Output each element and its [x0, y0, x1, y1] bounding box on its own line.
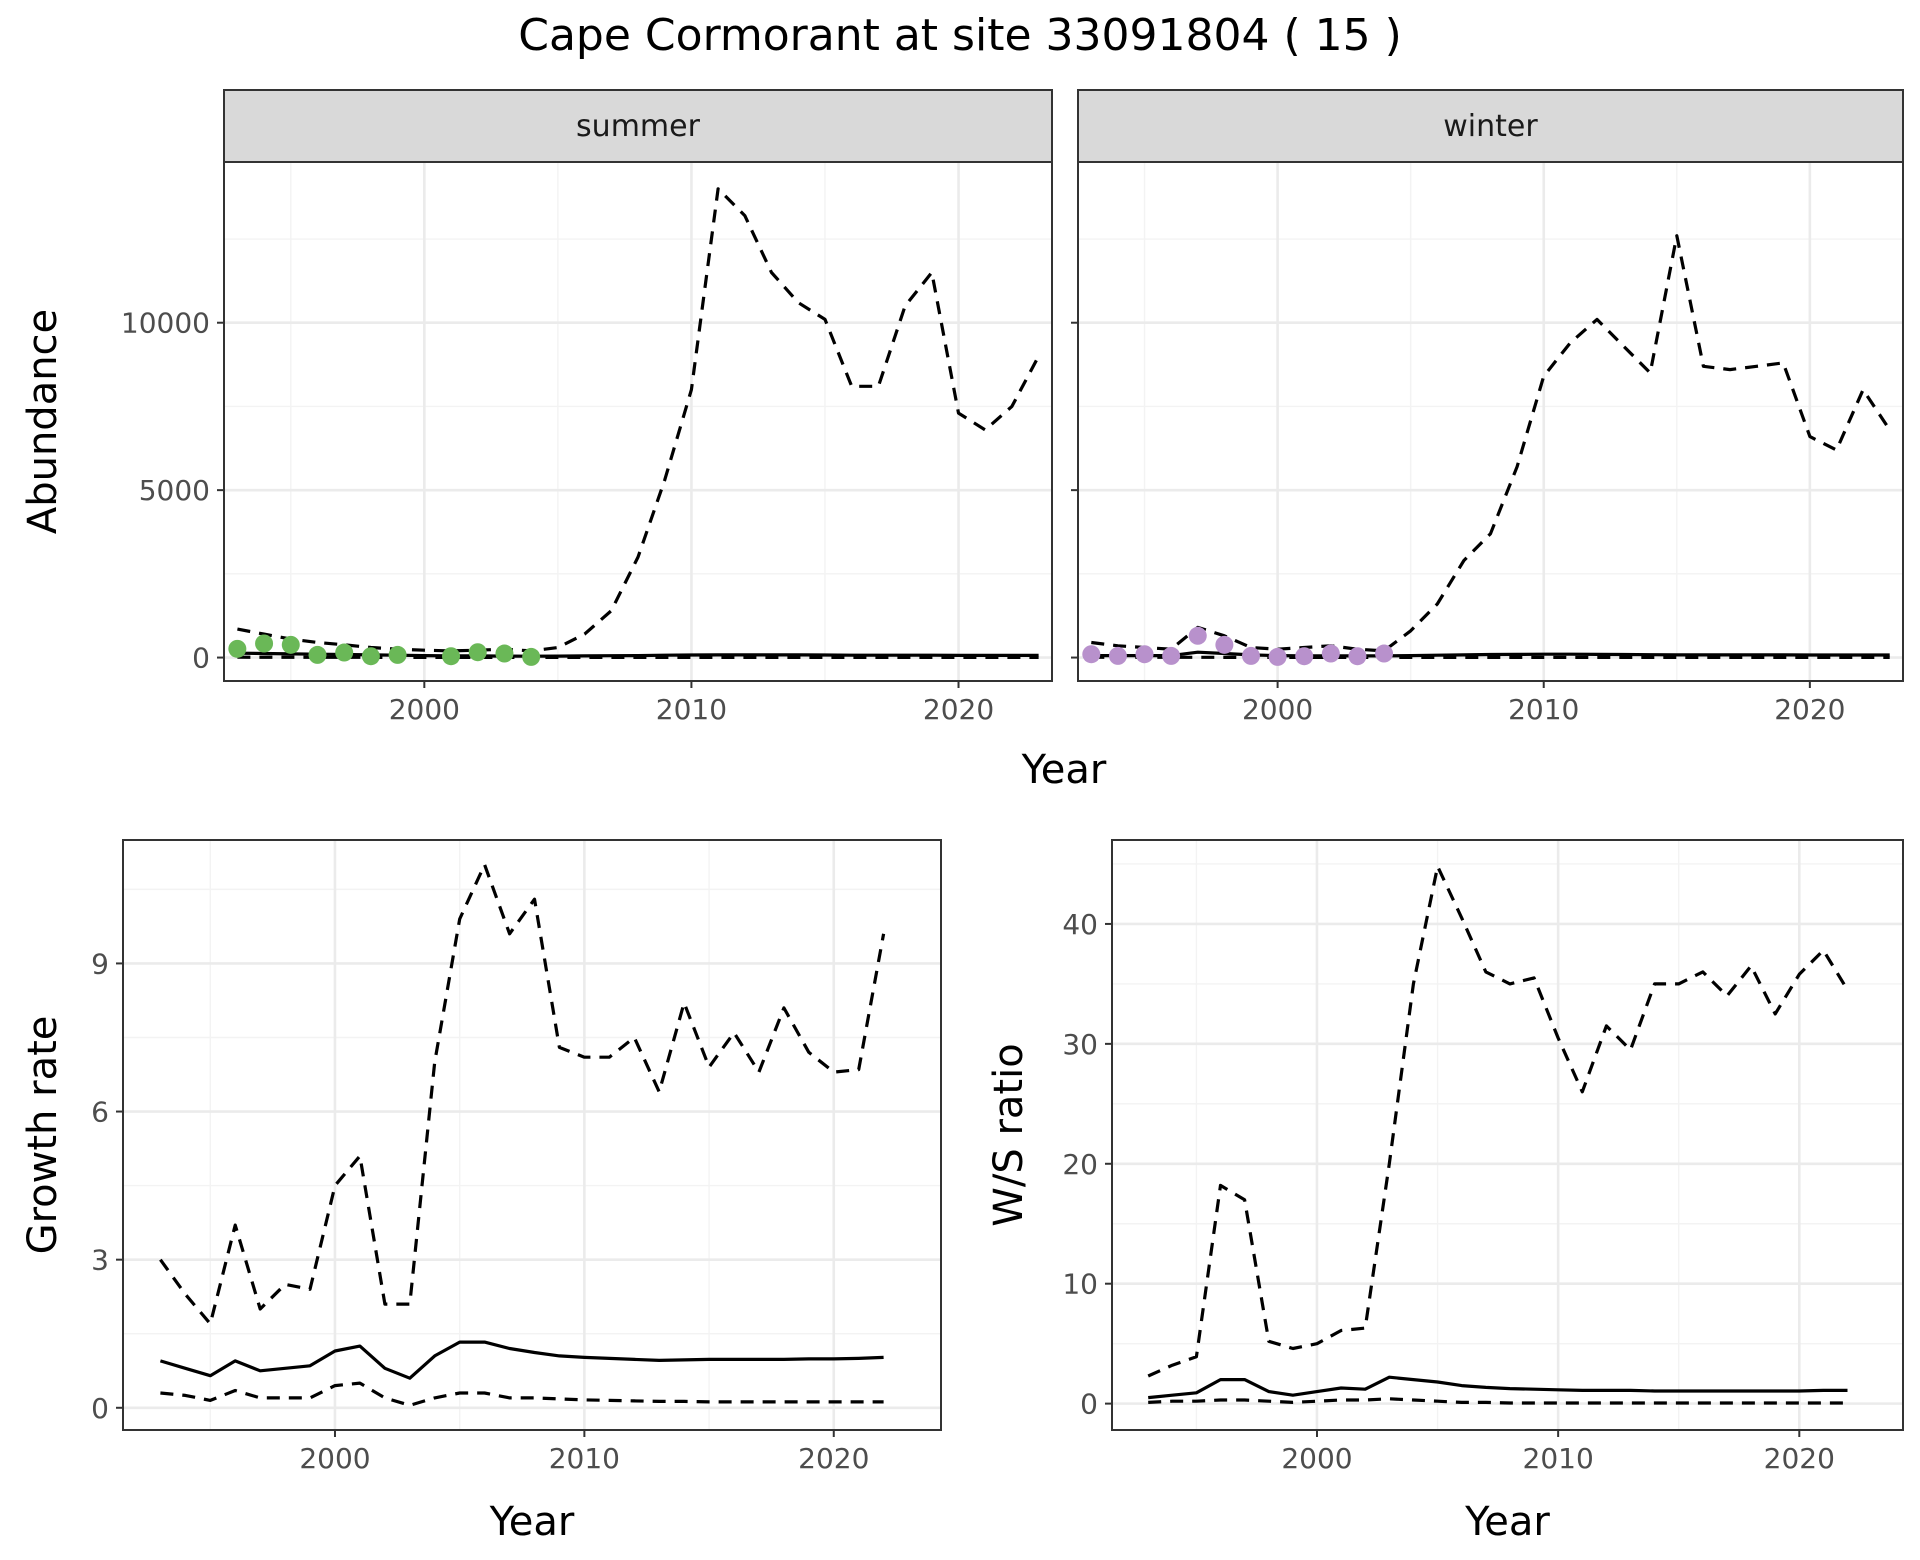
y-tick-label: 6 — [91, 1096, 109, 1129]
series-line-estimate — [1091, 650, 1890, 658]
observed-points — [1082, 626, 1394, 666]
data-point — [255, 634, 274, 653]
grid — [123, 840, 941, 1430]
series-lines — [159, 863, 886, 1407]
panel-summer-abundance: summer 2000 2010 2020 0 5000 10000 Abundance — [20, 89, 1053, 726]
y-tick-label: 0 — [1080, 1388, 1098, 1421]
series-lines — [237, 187, 1041, 659]
y-axis-title: Growth rate — [20, 1016, 66, 1255]
series-line-estimate — [1148, 1375, 1848, 1400]
panel-border — [1111, 839, 1904, 1431]
grid — [1112, 840, 1903, 1430]
y-tick-label: 10 — [1062, 1268, 1098, 1301]
panel-border — [223, 161, 1053, 682]
x-tick-label: 2010 — [656, 693, 727, 726]
series-line-bound — [1148, 1397, 1848, 1405]
x-tick-label: 2000 — [1281, 1442, 1352, 1475]
y-tick-label: 9 — [91, 947, 109, 980]
data-point — [1348, 647, 1367, 666]
data-point — [1295, 647, 1314, 666]
panel-growth-rate: 2000 2010 2020 0 3 6 9 Growth rate Year — [20, 839, 942, 1545]
y-tick-label: 0 — [192, 642, 210, 675]
data-point — [361, 647, 380, 666]
x-tick-label: 2010 — [549, 1442, 620, 1475]
data-point — [442, 647, 461, 666]
series-line-bound — [159, 863, 886, 1326]
x-tick-label: 2010 — [1508, 693, 1579, 726]
x-axis-title: Year — [489, 1499, 575, 1545]
data-point — [1268, 647, 1287, 666]
data-point — [335, 643, 354, 662]
y-tick-label: 3 — [91, 1244, 109, 1277]
series-line-bound — [1091, 234, 1892, 653]
data-point — [522, 647, 541, 666]
y-tick-label: 10000 — [121, 307, 210, 340]
series-lines — [1091, 234, 1892, 659]
data-point — [1162, 646, 1181, 665]
x-tick-label: 2020 — [1774, 693, 1845, 726]
data-point — [495, 644, 514, 663]
grid — [224, 162, 1052, 681]
facet-strip — [223, 89, 1053, 163]
data-point — [1375, 644, 1394, 663]
x-tick-label: 2000 — [389, 693, 460, 726]
data-point — [281, 635, 300, 654]
data-point — [1108, 646, 1127, 665]
data-point — [308, 645, 327, 664]
x-tick-label: 2000 — [299, 1442, 370, 1475]
figure-title: Cape Cormorant at site 33091804 ( 15 ) — [518, 10, 1401, 61]
y-tick-label: 20 — [1062, 1148, 1098, 1181]
observed-points — [228, 634, 541, 666]
data-point — [1082, 645, 1101, 664]
data-point — [1241, 646, 1260, 665]
x-tick-label: 2010 — [1523, 1442, 1594, 1475]
facet-strip-label: winter — [1443, 109, 1538, 144]
series-line-estimate — [159, 1340, 884, 1380]
y-axis-title: Abundance — [20, 309, 66, 534]
y-tick-label: 0 — [91, 1392, 109, 1425]
panel-border — [122, 839, 942, 1431]
data-point — [1135, 645, 1154, 664]
facet-strip — [1077, 89, 1904, 163]
series-line-bound — [237, 187, 1041, 653]
panel-winter-abundance: winter 2000 2010 2020 — [1071, 89, 1904, 726]
facet-strip-label: summer — [576, 109, 701, 144]
series-lines — [1147, 864, 1849, 1405]
x-tick-label: 2000 — [1242, 693, 1313, 726]
data-point — [228, 639, 247, 658]
data-point — [1321, 644, 1340, 663]
y-tick-label: 30 — [1062, 1028, 1098, 1061]
data-point — [1188, 626, 1207, 645]
x-tick-label: 2020 — [798, 1442, 869, 1475]
y-tick-label: 5000 — [139, 474, 210, 507]
data-point — [388, 645, 407, 664]
x-tick-label: 2020 — [923, 693, 994, 726]
x-tick-label: 2020 — [1764, 1442, 1835, 1475]
grid — [1078, 162, 1903, 681]
data-point — [1215, 635, 1234, 654]
shared-x-axis-title: Year — [1021, 747, 1107, 793]
panel-ws-ratio: 2000 2010 2020 0 10 20 30 40 W/S ratio Year — [986, 839, 1904, 1545]
panel-border — [1077, 161, 1904, 682]
data-point — [468, 643, 487, 662]
series-line-bound — [1147, 864, 1849, 1378]
series-line-bound — [160, 1381, 884, 1407]
y-axis-title: W/S ratio — [986, 1043, 1032, 1226]
y-tick-label: 40 — [1062, 908, 1098, 941]
x-axis-title: Year — [1464, 1499, 1550, 1545]
